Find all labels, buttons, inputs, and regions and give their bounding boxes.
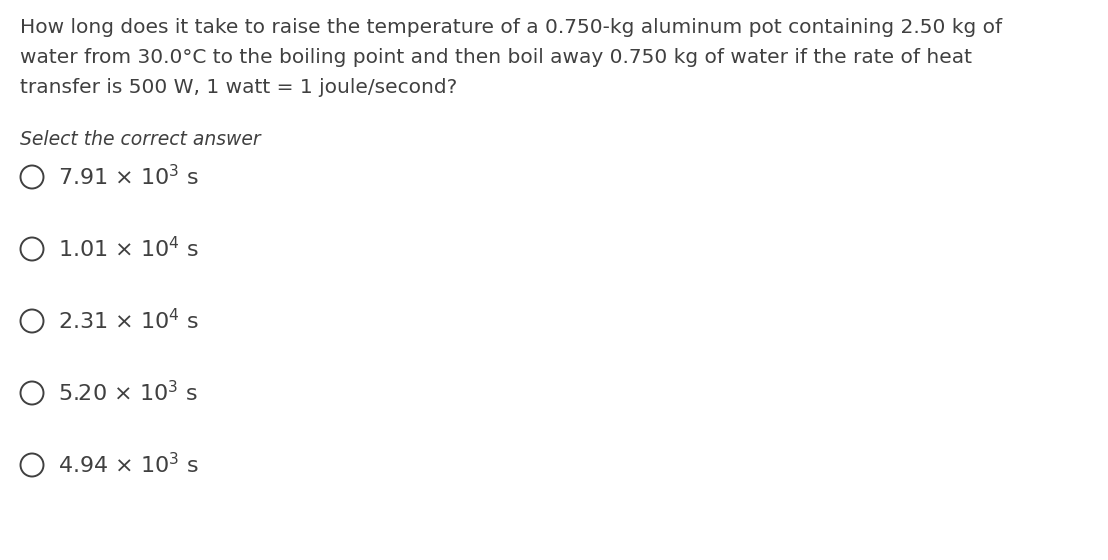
Text: transfer is 500 W, 1 watt = 1 joule/second?: transfer is 500 W, 1 watt = 1 joule/seco… xyxy=(20,78,458,97)
Text: 4.94 × 10$^{3}$ s: 4.94 × 10$^{3}$ s xyxy=(58,452,199,478)
Text: water from 30.0°C to the boiling point and then boil away 0.750 kg of water if t: water from 30.0°C to the boiling point a… xyxy=(20,48,972,67)
Text: 5.20 × 10$^{3}$ s: 5.20 × 10$^{3}$ s xyxy=(58,380,197,405)
Text: 2.31 × 10$^{4}$ s: 2.31 × 10$^{4}$ s xyxy=(58,309,199,334)
Text: How long does it take to raise the temperature of a 0.750-kg aluminum pot contai: How long does it take to raise the tempe… xyxy=(20,18,1002,37)
Text: Select the correct answer: Select the correct answer xyxy=(20,130,260,149)
Text: 7.91 × 10$^{3}$ s: 7.91 × 10$^{3}$ s xyxy=(58,165,199,190)
Text: 1.01 × 10$^{4}$ s: 1.01 × 10$^{4}$ s xyxy=(58,236,199,262)
